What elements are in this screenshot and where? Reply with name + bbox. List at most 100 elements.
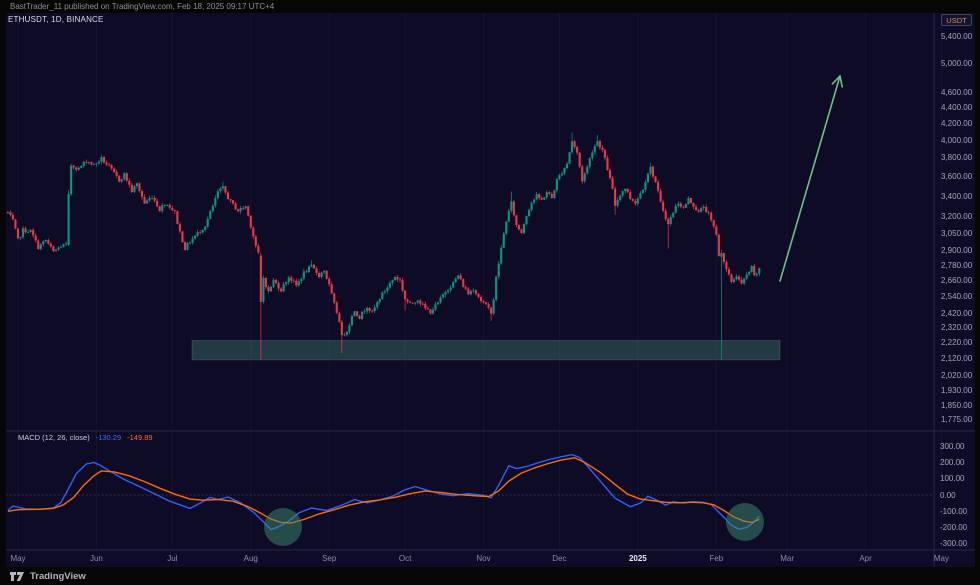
candle-body [95,163,98,165]
time-axis-label[interactable]: Nov [476,554,491,563]
macd-axis-tick[interactable]: -300.00 [940,539,968,549]
candle-body [702,206,705,209]
time-axis-label[interactable]: Jun [89,554,103,563]
time-axis-label[interactable]: Apr [859,554,872,563]
price-axis-tick[interactable]: 4,000.00 [941,135,973,145]
candle-body [679,203,682,207]
candle-body [576,147,579,153]
candle-body [398,279,402,281]
price-axis-tick[interactable]: 1,775.00 [941,415,973,425]
candle-body [505,221,508,234]
candle-body [581,166,584,182]
candle-body [280,288,283,292]
candle-body [457,275,460,279]
price-axis-tick[interactable]: 3,600.00 [941,171,973,181]
macd-signal-value: -149.89 [127,433,153,442]
candle-body [657,182,660,191]
candle-body [247,206,250,216]
price-axis-tick[interactable]: 3,800.00 [941,153,973,163]
currency-toggle-button[interactable]: USDT [941,14,972,26]
price-axis-tick[interactable]: 2,420.00 [941,308,973,318]
price-axis-tick[interactable]: 2,660.00 [941,275,973,285]
candle-body [467,288,470,295]
price-axis-tick[interactable]: 2,120.00 [941,354,973,364]
price-axis-tick[interactable]: 4,400.00 [941,102,973,112]
candle-body [705,206,708,213]
projection-arrow-drawing[interactable] [779,75,841,282]
support-zone-drawing[interactable] [191,339,781,361]
candle-body [659,190,662,202]
candle-body [495,276,498,300]
price-axis-tick[interactable]: 3,200.00 [941,212,973,222]
price-axis-tick[interactable]: 2,900.00 [941,246,973,256]
candle-body [436,302,440,305]
candle-body [753,265,756,276]
price-axis-tick[interactable]: 2,780.00 [941,260,973,270]
candle-body [358,315,361,319]
candle-body [183,242,187,250]
macd-legend[interactable]: MACD (12, 26, close) -130.29 -149.89 [18,433,153,442]
time-axis-label[interactable]: Oct [398,554,412,563]
time-axis-label[interactable]: Mar [780,554,794,563]
price-axis-tick[interactable]: 2,320.00 [941,323,973,333]
candle-body [199,232,202,234]
price-axis-tick[interactable]: 1,930.00 [941,386,973,396]
candle-body [340,321,343,336]
time-axis-label[interactable]: Jul [167,554,178,563]
price-axis-tick[interactable]: 3,400.00 [941,191,973,201]
candle-body [583,173,586,182]
tradingview-brand-link[interactable]: TradingView [30,570,86,582]
price-axis-tick[interactable]: 1,850.00 [941,400,973,410]
candle-body [416,300,419,303]
macd-axis-tick[interactable]: 200.00 [940,457,965,467]
candle-body [163,205,166,207]
candle-body [133,186,136,193]
time-axis-label[interactable]: Sep [322,554,337,563]
candle-body [110,165,113,169]
price-axis-tick[interactable]: 4,600.00 [941,87,973,97]
time-axis-label[interactable]: Dec [552,554,567,563]
time-axis-label[interactable]: Aug [243,554,258,563]
price-axis-tick[interactable]: 5,000.00 [941,58,973,68]
price-axis-tick[interactable]: 2,220.00 [941,338,973,348]
price-axis-tick[interactable]: 4,200.00 [941,118,973,128]
macd-highlight-circle-drawing[interactable] [726,503,764,541]
time-axis-label[interactable]: May [10,554,26,563]
candle-body [710,212,713,221]
candle-body [249,215,252,228]
symbol-legend[interactable]: ETHUSDT, 1D, BINANCE [8,15,104,24]
candle-body [434,304,437,310]
macd-axis-tick[interactable]: -200.00 [940,523,968,533]
price-axis-tick[interactable]: 5,400.00 [941,32,973,42]
price-axis-tick[interactable]: 2,020.00 [941,370,973,380]
time-axis-label[interactable]: May [933,554,949,563]
time-axis-label[interactable]: 2025 [628,554,647,563]
candle-body [29,229,32,233]
candle-body [224,186,227,193]
macd-axis-tick[interactable]: -100.00 [940,506,968,516]
chart-stage [0,13,980,567]
candle-body [393,277,397,281]
macd-axis-tick[interactable]: 0.00 [940,490,956,500]
candle-body [320,272,323,277]
candle-body [188,242,192,244]
candle-body [381,292,384,300]
candle-body [363,311,366,313]
candle-body [755,273,758,276]
price-axis-tick[interactable]: 3,050.00 [941,228,973,238]
candle-body [350,316,354,326]
candle-body [211,205,214,212]
macd-axis-tick[interactable]: 100.00 [940,474,965,484]
macd-axis-tick[interactable]: 300.00 [940,441,965,451]
candle-body [692,202,695,207]
candle-body [409,301,412,303]
candle-body [191,238,194,243]
price-axis-tick[interactable]: 2,540.00 [941,291,973,301]
candle-body [479,297,483,301]
candle-body [715,226,718,235]
time-axis-label[interactable]: Feb [709,554,724,563]
macd-highlight-circle-drawing[interactable] [264,508,302,546]
candle-body [16,228,20,239]
candle-body [305,271,308,273]
